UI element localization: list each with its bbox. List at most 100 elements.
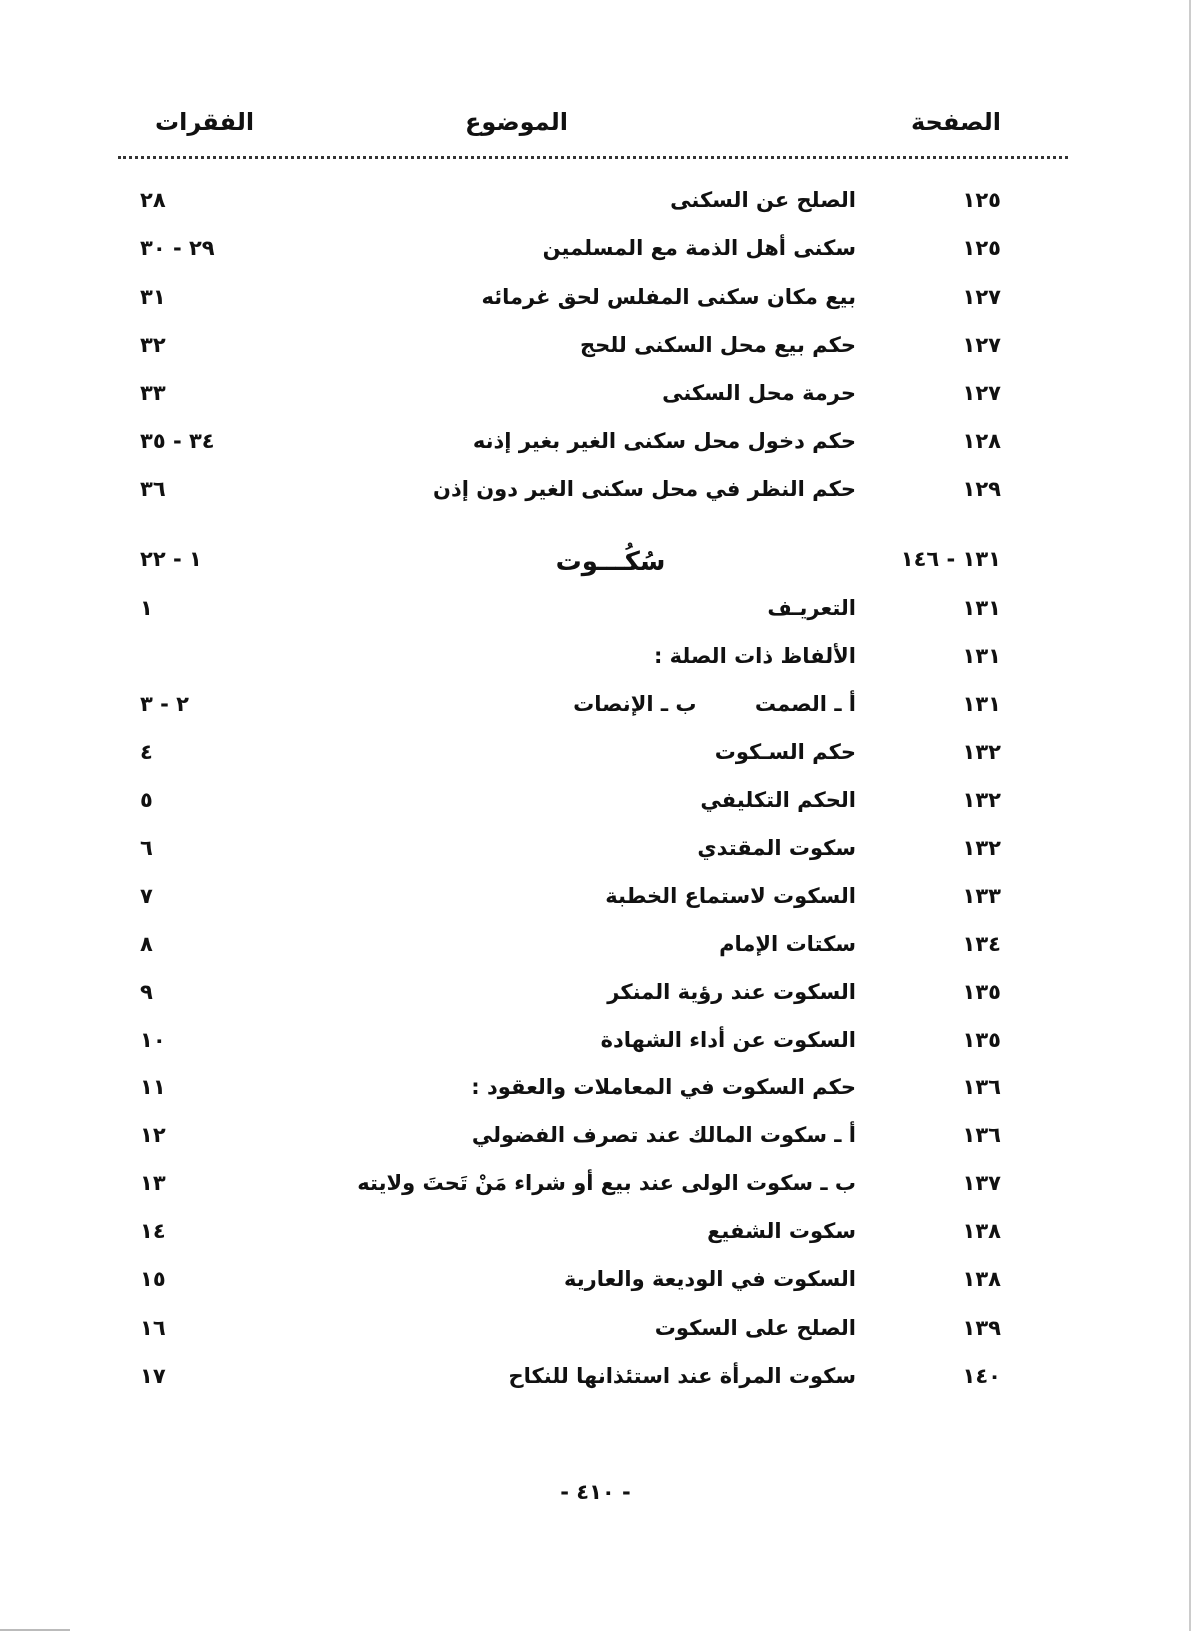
page-number-cell: ١٢٧	[962, 381, 1001, 405]
page-number-cell: ١٢٥	[962, 236, 1001, 260]
page-number-cell: ١٣١ - ١٤٦	[900, 547, 1001, 571]
paragraphs-cell: ١١	[140, 1075, 166, 1099]
topic-cell: سكوت المرأة عند استئذانها للنكاح	[508, 1364, 856, 1388]
paragraphs-cell: ٧	[140, 884, 153, 908]
topic-cell: الصلح على السكوت	[654, 1316, 856, 1340]
paragraphs-cell: ٩	[140, 980, 153, 1004]
page-number-cell: ١٢٧	[962, 333, 1001, 357]
page-edge	[1189, 0, 1191, 1631]
topic-cell: السكوت عند رؤية المنكر	[607, 980, 856, 1004]
page-number-cell: ١٢٨	[962, 429, 1001, 453]
paragraphs-cell: ٢٨	[140, 188, 166, 212]
index-row: ١٣٩ الصلح على السكوت ١٦	[0, 1316, 1191, 1360]
page-number-cell: ١٣٨	[962, 1219, 1001, 1243]
index-row: ١٢٩ حكم النظر في محل سكنى الغير دون إذن ٣٦	[0, 477, 1191, 521]
index-row: ١٣١ التعريـف ١	[0, 596, 1191, 640]
page-number-cell: ١٣٢	[962, 788, 1001, 812]
paragraphs-cell: ٣٤ - ٣٥	[140, 429, 215, 453]
paragraphs-cell: ٣٢	[140, 333, 166, 357]
topic-cell: السكوت لاستماع الخطبة	[605, 884, 856, 908]
page-number-cell: ١٣٢	[962, 740, 1001, 764]
index-row: ١٣٥ السكوت عند رؤية المنكر ٩	[0, 980, 1191, 1024]
paragraphs-cell: ١٢	[140, 1123, 166, 1147]
page-number-cell: ١٣٦	[962, 1123, 1001, 1147]
page-number-cell: ١٢٥	[962, 188, 1001, 212]
topic-cell: حكم دخول محل سكنى الغير بغير إذنه	[472, 429, 856, 453]
dotted-divider	[118, 156, 1068, 159]
page-number-cell: ١٣٨	[962, 1267, 1001, 1291]
topic-cell: التعريـف	[767, 596, 856, 620]
page-number-cell: ١٣٣	[962, 884, 1001, 908]
page-number-cell: ١٣٤	[962, 932, 1001, 956]
paragraphs-cell: ١٦	[140, 1316, 166, 1340]
page-number-cell: ١٣٥	[962, 980, 1001, 1004]
paragraphs-cell: ١٣	[140, 1171, 166, 1195]
paragraphs-cell: ٢ - ٣	[140, 692, 189, 716]
index-row: ١٣٨ السكوت في الوديعة والعارية ١٥	[0, 1267, 1191, 1311]
topic-cell: سكنى أهل الذمة مع المسلمين	[542, 236, 856, 260]
topic-cell: السكوت عن أداء الشهادة	[600, 1028, 856, 1052]
index-row: ١٣٣ السكوت لاستماع الخطبة ٧	[0, 884, 1191, 928]
page-number-cell: ١٣١	[962, 692, 1001, 716]
index-row: ١٣٢ سكوت المقتدي ٦	[0, 836, 1191, 880]
topic-cell: حرمة محل السكنى	[662, 381, 856, 405]
index-row: ١٢٨ حكم دخول محل سكنى الغير بغير إذنه ٣٤ -…	[0, 429, 1191, 473]
index-row: ١٢٧ حكم بيع محل السكنى للحج ٣٢	[0, 333, 1191, 377]
page-number-cell: ١٣٩	[962, 1316, 1001, 1340]
topic-cell: حكم بيع محل السكنى للحج	[580, 333, 856, 357]
index-row: ١٣٦ حكم السكوت في المعاملات والعقود : ١١	[0, 1075, 1191, 1119]
header-paragraphs: الفقرات	[155, 108, 255, 136]
paragraphs-cell: ٣١	[140, 285, 166, 309]
index-row: ١٣٢ الحكم التكليفي ٥	[0, 788, 1191, 832]
page-number-cell: ١٣٥	[962, 1028, 1001, 1052]
index-row: ١٣٥ السكوت عن أداء الشهادة ١٠	[0, 1028, 1191, 1072]
index-row: ١٣١ أ ـ الصمت ب ـ الإنصات ٢ - ٣	[0, 692, 1191, 736]
paragraphs-cell: ١٠	[140, 1028, 166, 1052]
topic-cell: الصلح عن السكنى	[670, 188, 856, 212]
topic-cell: أ ـ الصمت ب ـ الإنصات	[573, 692, 856, 716]
topic-cell: ب ـ سكوت الولى عند بيع أو شراء مَنْ تَحت…	[357, 1171, 856, 1195]
index-row: ١٣٢ حكم السـكوت ٤	[0, 740, 1191, 784]
paragraphs-cell: ٢٩ - ٣٠	[140, 236, 215, 260]
topic-cell: السكوت في الوديعة والعارية	[564, 1267, 856, 1291]
paragraphs-cell: ٨	[140, 932, 153, 956]
page-number-cell: ١٣١	[962, 596, 1001, 620]
page-number-cell: ١٣٧	[962, 1171, 1001, 1195]
index-row: ١٢٥ الصلح عن السكنى ٢٨	[0, 188, 1191, 232]
page-number-cell: ١٢٩	[962, 477, 1001, 501]
topic-cell: حكم السكوت في المعاملات والعقود :	[471, 1075, 856, 1099]
topic-cell: أ ـ سكوت المالك عند تصرف الفضولي	[471, 1123, 856, 1147]
topic-cell: سكتات الإمام	[719, 932, 856, 956]
index-row: ١٣١ الألفاظ ذات الصلة :	[0, 644, 1191, 688]
index-row: ١٣٧ ب ـ سكوت الولى عند بيع أو شراء مَنْ ت…	[0, 1171, 1191, 1215]
paragraphs-cell: ١	[140, 596, 153, 620]
page-number: - ٤١٠ -	[560, 1480, 631, 1504]
paragraphs-cell: ٣٦	[140, 477, 166, 501]
index-row: ١٣٨ سكوت الشفيع ١٤	[0, 1219, 1191, 1263]
paragraphs-cell: ١٥	[140, 1267, 166, 1291]
index-row: ١٢٥ سكنى أهل الذمة مع المسلمين ٢٩ - ٣٠	[0, 236, 1191, 280]
topic-cell: بيع مكان سكنى المفلس لحق غرمائه	[481, 285, 856, 309]
topic-cell: سكوت الشفيع	[707, 1219, 856, 1243]
paragraphs-cell: ٦	[140, 836, 153, 860]
index-row: ١٣٦ أ ـ سكوت المالك عند تصرف الفضولي ١٢	[0, 1123, 1191, 1167]
page-number-cell: ١٢٧	[962, 285, 1001, 309]
topic-cell: حكم النظر في محل سكنى الغير دون إذن	[433, 477, 856, 501]
index-row: ١٢٧ حرمة محل السكنى ٣٣	[0, 381, 1191, 425]
paragraphs-cell: ١٤	[140, 1219, 166, 1243]
paragraphs-cell: ١ - ٢٢	[140, 547, 202, 571]
header-topic: الموضوع	[465, 108, 569, 136]
page-number-cell: ١٣١	[962, 644, 1001, 668]
index-row: ١٣٤ سكتات الإمام ٨	[0, 932, 1191, 976]
index-row: ١٤٠ سكوت المرأة عند استئذانها للنكاح ١٧	[0, 1364, 1191, 1408]
topic-cell: الحكم التكليفي	[700, 788, 856, 812]
topic-cell: سكوت المقتدي	[697, 836, 856, 860]
paragraphs-cell: ٥	[140, 788, 153, 812]
topic-cell: حكم السـكوت	[714, 740, 856, 764]
page-number-cell: ١٣٦	[962, 1075, 1001, 1099]
paragraphs-cell: ٤	[140, 740, 153, 764]
paragraphs-cell: ٣٣	[140, 381, 166, 405]
topic-cell: الألفاظ ذات الصلة :	[653, 644, 856, 668]
page-number-cell: ١٤٠	[962, 1364, 1001, 1388]
topic-cell: سُكُـــوت	[555, 547, 666, 577]
